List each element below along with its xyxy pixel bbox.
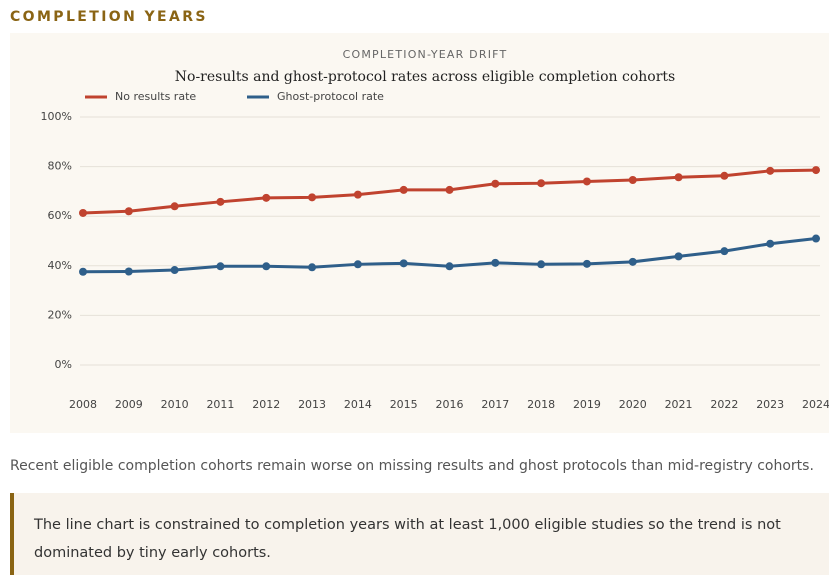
chart-title: No-results and ghost-protocol rates acro… bbox=[175, 69, 675, 85]
point bbox=[674, 252, 683, 261]
point bbox=[308, 263, 317, 272]
point bbox=[170, 266, 179, 275]
x-tick-label: 2021 bbox=[665, 398, 693, 411]
point bbox=[491, 258, 500, 267]
x-tick-label: 2013 bbox=[298, 398, 326, 411]
point bbox=[537, 179, 546, 188]
point bbox=[445, 185, 454, 194]
chart-panel bbox=[10, 33, 829, 433]
legend-label: No results rate bbox=[115, 90, 196, 103]
point bbox=[537, 260, 546, 269]
note: The line chart is constrained to complet… bbox=[10, 493, 829, 575]
x-tick-label: 2011 bbox=[206, 398, 234, 411]
point bbox=[812, 166, 820, 175]
x-tick-label: 2023 bbox=[756, 398, 784, 411]
chart: COMPLETION-YEAR DRIFT No-results and gho… bbox=[10, 33, 829, 433]
y-tick-label: 80% bbox=[48, 160, 72, 173]
point bbox=[399, 259, 408, 268]
point bbox=[628, 175, 637, 184]
point bbox=[124, 207, 133, 216]
point bbox=[766, 239, 775, 248]
point bbox=[812, 234, 820, 243]
point bbox=[124, 267, 133, 276]
x-tick-label: 2012 bbox=[252, 398, 280, 411]
x-tick-label: 2022 bbox=[710, 398, 738, 411]
chart-subtitle: COMPLETION-YEAR DRIFT bbox=[343, 48, 508, 61]
y-tick-label: 0% bbox=[55, 358, 72, 371]
point bbox=[262, 193, 271, 202]
x-tick-label: 2009 bbox=[115, 398, 143, 411]
point bbox=[674, 173, 683, 182]
y-tick-label: 60% bbox=[48, 209, 72, 222]
point bbox=[216, 197, 225, 206]
point bbox=[262, 262, 271, 271]
x-tick-label: 2020 bbox=[619, 398, 647, 411]
x-tick-label: 2018 bbox=[527, 398, 555, 411]
x-tick-label: 2010 bbox=[161, 398, 189, 411]
point bbox=[766, 166, 775, 175]
x-tick-label: 2015 bbox=[390, 398, 418, 411]
x-tick-label: 2016 bbox=[436, 398, 464, 411]
point bbox=[353, 260, 362, 269]
y-tick-label: 20% bbox=[48, 308, 72, 321]
point bbox=[79, 208, 87, 217]
point bbox=[308, 193, 317, 202]
summary: Recent eligible completion cohorts remai… bbox=[10, 458, 814, 474]
x-tick-label: 2017 bbox=[481, 398, 509, 411]
point bbox=[491, 179, 500, 188]
point bbox=[628, 257, 637, 266]
legend-label: Ghost-protocol rate bbox=[277, 90, 384, 103]
x-tick-label: 2014 bbox=[344, 398, 372, 411]
x-tick-label: 2019 bbox=[573, 398, 601, 411]
point bbox=[79, 267, 87, 276]
x-tick-label: 2024 bbox=[802, 398, 829, 411]
x-tick-label: 2008 bbox=[69, 398, 97, 411]
point bbox=[399, 185, 408, 194]
y-tick-label: 40% bbox=[48, 259, 72, 272]
y-tick-label: 100% bbox=[41, 110, 72, 123]
point bbox=[720, 247, 729, 256]
point bbox=[582, 259, 591, 268]
point bbox=[720, 171, 729, 180]
point bbox=[582, 177, 591, 186]
point bbox=[216, 262, 225, 271]
point bbox=[353, 190, 362, 199]
point bbox=[445, 262, 454, 271]
point bbox=[170, 202, 179, 211]
section-title: COMPLETION YEARS bbox=[10, 9, 208, 25]
